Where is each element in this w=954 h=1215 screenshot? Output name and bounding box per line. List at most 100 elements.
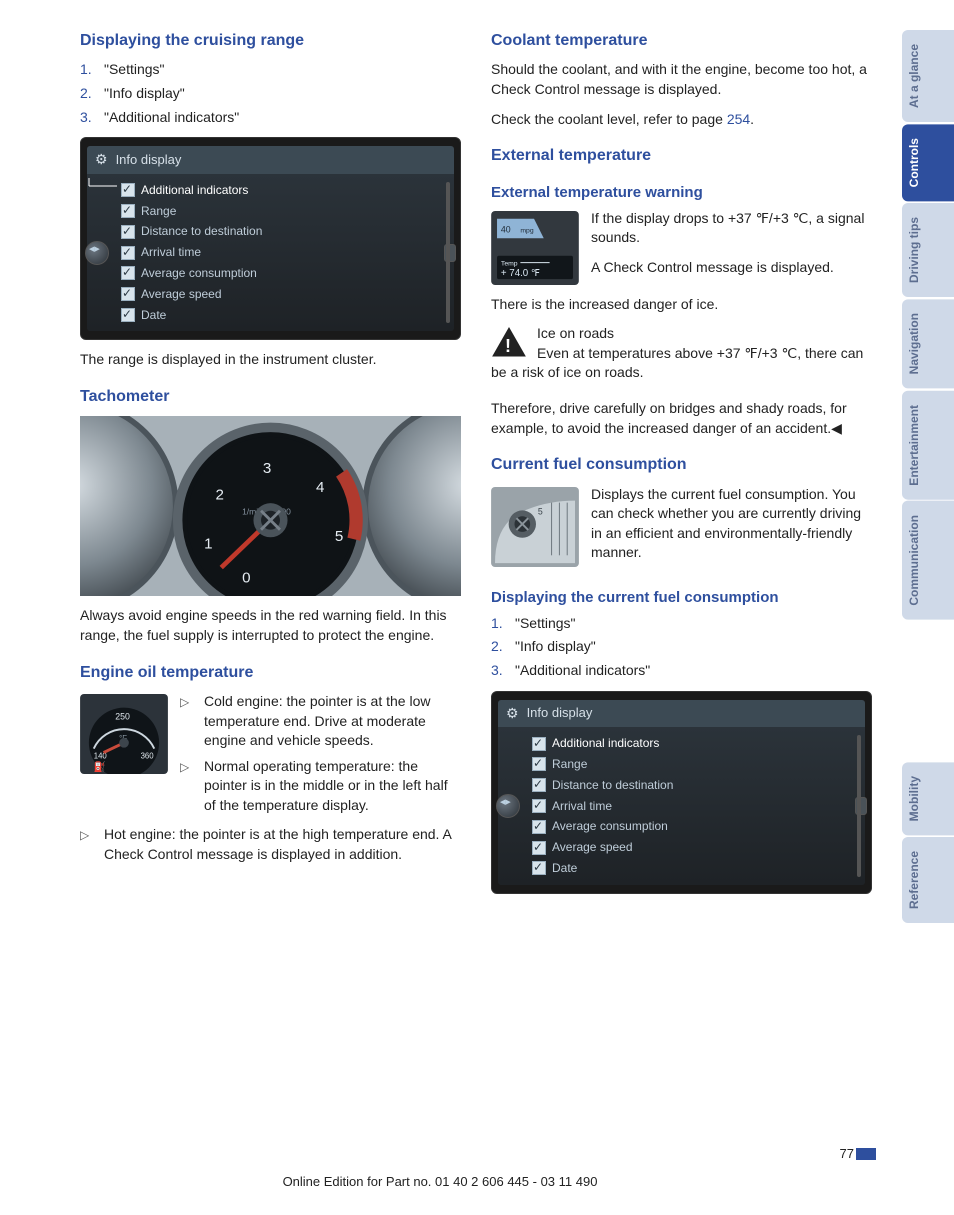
heading-external-temp: External temperature — [491, 145, 872, 167]
ext-temp-p3: There is the increased danger of ice. — [491, 295, 872, 315]
step-text: "Additional indicators" — [515, 661, 650, 681]
oil-temp-list-cont: ▷Hot engine: the pointer is at the high … — [80, 825, 461, 864]
checkbox-icon — [532, 841, 546, 855]
list-item: Distance to destination — [121, 221, 454, 242]
step-number: 2. — [80, 84, 104, 104]
coolant-p1: Should the coolant, and with it the engi… — [491, 60, 872, 99]
scroll-indicator — [857, 735, 861, 877]
oil-temp-gauge-figure: 140 250 360 °F ⛽ — [80, 694, 168, 774]
footer-line: Online Edition for Part no. 01 40 2 606 … — [0, 1173, 880, 1191]
fuel-steps: 1."Settings" 2."Info display" 3."Additio… — [491, 614, 872, 681]
page-ref-link[interactable]: 254 — [727, 111, 750, 127]
heading-external-temp-warning: External temperature warning — [491, 182, 872, 203]
ice-p2: Therefore, drive carefully on bridges an… — [491, 399, 872, 438]
svg-text:360: 360 — [141, 751, 155, 760]
checkbox-icon — [532, 861, 546, 875]
step-number: 2. — [491, 637, 515, 657]
svg-text:⛽: ⛽ — [94, 761, 106, 773]
tab-navigation[interactable]: Navigation — [902, 299, 954, 388]
svg-text:5: 5 — [335, 528, 343, 545]
svg-text:3: 3 — [263, 460, 271, 477]
heading-current-fuel: Current fuel consumption — [491, 454, 872, 476]
bullet-icon: ▷ — [180, 757, 204, 816]
step-text: "Settings" — [104, 60, 165, 80]
svg-text:0: 0 — [242, 570, 250, 587]
svg-text:5: 5 — [538, 506, 543, 516]
section-tabs: At a glance Controls Driving tips Naviga… — [902, 0, 954, 1215]
checkbox-icon — [121, 183, 135, 197]
tab-reference[interactable]: Reference — [902, 837, 954, 923]
tab-controls[interactable]: Controls — [902, 124, 954, 201]
list-item: Range — [532, 754, 865, 775]
svg-text:Temp: Temp — [501, 260, 518, 267]
gear-icon — [95, 150, 110, 170]
list-item: Distance to destination — [532, 775, 865, 796]
checkbox-icon — [532, 737, 546, 751]
checkbox-icon — [532, 778, 546, 792]
ice-title-line: Ice on roads Even at temperatures above … — [491, 324, 872, 383]
checkbox-icon — [121, 266, 135, 280]
page-number: 77 — [840, 1145, 876, 1163]
screenshot-header-text: Info display — [527, 704, 593, 722]
bullet-icon: ▷ — [180, 692, 204, 751]
list-item: Average speed — [121, 284, 454, 305]
tachometer-figure: 0 1 2 3 4 5 1/min x 1000 — [80, 416, 461, 596]
svg-text:mpg: mpg — [520, 227, 533, 234]
cruising-note: The range is displayed in the instrument… — [80, 350, 461, 370]
screenshot-header: Info display — [87, 146, 454, 174]
list-item: Average consumption — [121, 263, 454, 284]
list-item: Additional indicators — [532, 733, 865, 754]
nav-knob-icon — [496, 794, 520, 818]
list-item: Range — [121, 201, 454, 222]
checkbox-icon — [532, 820, 546, 834]
svg-text:40: 40 — [501, 224, 511, 234]
svg-text:1: 1 — [204, 536, 212, 553]
step-text: "Info display" — [104, 84, 185, 104]
step-number: 3. — [491, 661, 515, 681]
checkbox-icon — [121, 225, 135, 239]
heading-coolant-temp: Coolant temperature — [491, 30, 872, 52]
checkbox-icon — [532, 757, 546, 771]
heading-disp-current-fuel: Displaying the current fuel consumption — [491, 587, 872, 608]
svg-text:2: 2 — [216, 487, 224, 504]
coolant-p2: Check the coolant level, refer to page 2… — [491, 110, 872, 130]
info-display-screenshot: Info display Additional indicators Range… — [80, 137, 461, 340]
tab-driving-tips[interactable]: Driving tips — [902, 203, 954, 297]
step-number: 1. — [491, 614, 515, 634]
svg-text:4: 4 — [316, 479, 324, 496]
list-item: Average consumption — [532, 816, 865, 837]
list-item: Date — [532, 858, 865, 879]
nav-knob-icon — [85, 241, 109, 265]
checkbox-icon — [532, 799, 546, 813]
tab-spacer — [902, 622, 954, 760]
svg-text:!: ! — [505, 336, 511, 356]
oil-hot-text: Hot engine: the pointer is at the high t… — [104, 825, 461, 864]
tab-at-a-glance[interactable]: At a glance — [902, 30, 954, 122]
svg-text:+ 74.0 ℉: + 74.0 ℉ — [501, 268, 540, 279]
heading-engine-oil-temp: Engine oil temperature — [80, 662, 461, 684]
tab-entertainment[interactable]: Entertainment — [902, 391, 954, 500]
tab-mobility[interactable]: Mobility — [902, 762, 954, 835]
checkbox-icon — [121, 308, 135, 322]
list-item: Average speed — [532, 837, 865, 858]
step-text: "Info display" — [515, 637, 596, 657]
warning-icon: ! — [491, 326, 527, 358]
info-display-screenshot: Info display Additional indicators Range… — [491, 691, 872, 894]
checkbox-icon — [121, 287, 135, 301]
step-number: 1. — [80, 60, 104, 80]
checkbox-icon — [121, 246, 135, 260]
screenshot-list: Additional indicators Range Distance to … — [498, 727, 865, 885]
tab-communication[interactable]: Communication — [902, 501, 954, 620]
list-item: Additional indicators — [121, 180, 454, 201]
scroll-indicator — [446, 182, 450, 324]
fuel-consumption-figure: 5 — [491, 487, 579, 567]
step-text: "Settings" — [515, 614, 576, 634]
heading-cruising-range: Displaying the cruising range — [80, 30, 461, 52]
step-number: 3. — [80, 108, 104, 128]
oil-item-text: Normal operating temperature: the pointe… — [204, 757, 461, 816]
cruising-range-steps: 1."Settings" 2."Info display" 3."Additio… — [80, 60, 461, 127]
bullet-icon: ▷ — [80, 825, 104, 864]
gear-icon — [506, 704, 521, 724]
tacho-note: Always avoid engine speeds in the red wa… — [80, 606, 461, 645]
checkbox-icon — [121, 204, 135, 218]
